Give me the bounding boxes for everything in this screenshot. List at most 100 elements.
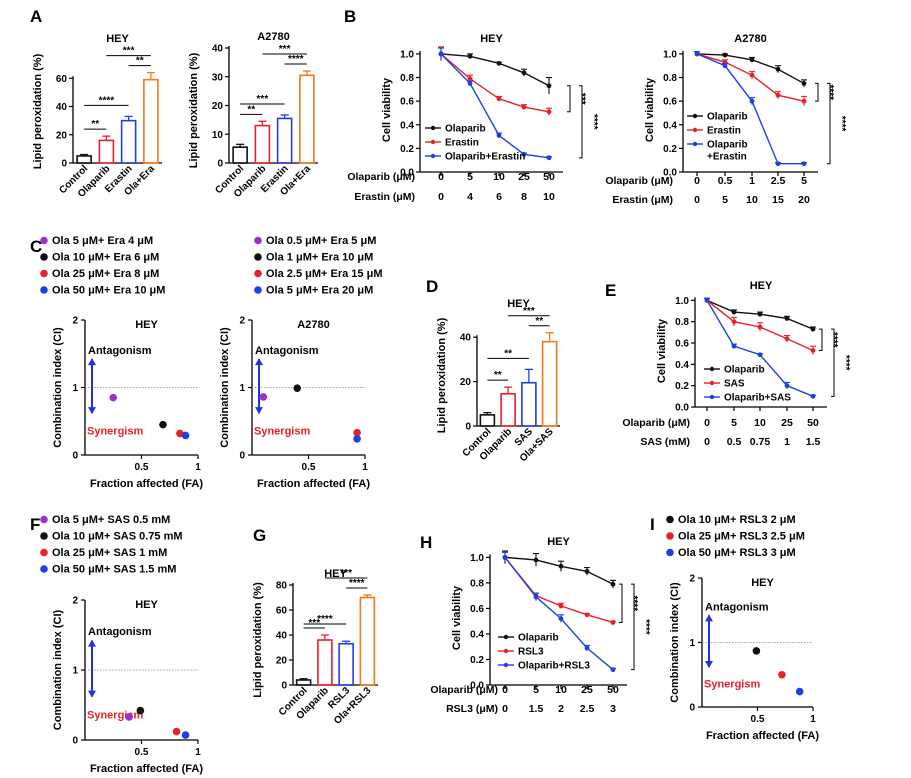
line-chart-b1: 0.0 0.2 0.4 0.6 0.8 1.0 HEY Cell viability Olapa… [347, 33, 599, 203]
y-tick-label: 0.4 [675, 360, 689, 371]
dose-row-label: Erastin (μM) [612, 194, 673, 206]
ci-point [353, 435, 361, 443]
y-axis-label: Combination index (CI) [52, 609, 64, 730]
y-tick-label: 40 [212, 44, 224, 55]
panel-label-h: H [420, 533, 432, 552]
legend-label: Ola 5 μM+ Era 4 μM [52, 235, 153, 247]
y-tick-label: 0 [61, 159, 67, 170]
line-chart-b2: 0.0 0.2 0.4 0.6 0.8 1.0 A2780 Cell viability Ola… [605, 33, 847, 206]
y-tick-label: 20 [460, 377, 472, 388]
legend-marker [40, 515, 48, 524]
arrow-head-down-icon [255, 407, 263, 415]
data-point [584, 645, 590, 651]
antagonism-label: Antagonism [255, 345, 319, 357]
legend-label: Ola 25 μM+ Era 8 μM [52, 268, 159, 280]
y-tick-label: 1 [72, 666, 78, 677]
panel-label-b: B [344, 7, 356, 26]
dose-value: 15 [772, 194, 784, 206]
chart-title: HEY [547, 536, 570, 548]
data-point [784, 383, 790, 389]
dose-value: 10 [754, 417, 766, 429]
ci-point [109, 393, 118, 402]
data-point [801, 161, 807, 167]
legend-label: Ola 0.5 μM+ Era 5 μM [266, 235, 376, 247]
dose-value: 10 [493, 171, 505, 183]
data-point [801, 81, 807, 86]
dose-value: 0 [502, 684, 508, 696]
y-tick-label: 0.6 [675, 339, 689, 350]
dose-value: 3 [610, 703, 616, 715]
x-tick-label: 1 [810, 714, 816, 725]
data-point [558, 616, 564, 622]
antagonism-label: Antagonism [705, 601, 769, 613]
y-tick-label: 20 [56, 130, 68, 141]
chart-title: HEY [324, 568, 347, 580]
data-point [533, 594, 539, 600]
data-point [784, 316, 790, 321]
legend-marker [709, 366, 715, 372]
legend-label: Olaparib [707, 112, 748, 123]
y-tick-label: 0.0 [400, 168, 414, 179]
legend-label-line: Olaparib [707, 140, 748, 151]
bar [359, 596, 376, 686]
data-point [731, 319, 737, 325]
dose-row-label: Olaparib (μM) [622, 417, 690, 429]
y-tick-label: 40 [460, 333, 472, 344]
dose-value: 10 [746, 194, 758, 206]
data-point [546, 109, 552, 115]
ci-point [181, 731, 190, 739]
arrow-head-down-icon [705, 661, 713, 669]
ci-point [752, 647, 761, 655]
data-point [496, 132, 502, 138]
legend-label-line: +Erastin [707, 152, 747, 163]
y-tick-label: 10 [212, 130, 224, 141]
y-tick-label: 0.6 [470, 604, 484, 615]
y-axis-label: Combination index (CI) [669, 582, 681, 703]
chart-title: HEY [751, 577, 774, 589]
legend-label-line: Erastin [707, 126, 741, 137]
data-point [584, 569, 590, 574]
data-point [810, 326, 816, 332]
dose-row-label: Olaparib (μM) [430, 684, 498, 696]
legend-marker [40, 548, 48, 557]
data-point [502, 554, 508, 560]
legend-label: Olaparib+SAS [724, 393, 791, 404]
dose-value: 8 [521, 191, 527, 203]
y-axis-label: Cell viability [644, 77, 656, 142]
legend-marker [503, 634, 509, 640]
y-tick-label: 0.4 [663, 120, 677, 131]
bar [232, 146, 248, 164]
legend-marker [254, 253, 262, 261]
x-axis-label: Fraction affected (FA) [90, 763, 203, 775]
legend-label: Ola 1 μM+ Era 10 μM [266, 252, 373, 264]
dose-value: 0 [438, 191, 444, 203]
legend-label: Olaparib+RSL3 [518, 661, 590, 672]
legend-marker [692, 127, 698, 133]
legend-label-line: Olaparib+SAS [724, 393, 791, 404]
data-point [584, 612, 590, 618]
panel-label-a: A [30, 7, 42, 26]
ci-point [172, 727, 181, 736]
dose-value: 5 [731, 417, 737, 429]
legend-marker [503, 648, 509, 654]
legend-marker [40, 253, 48, 261]
significance-label: ** [504, 348, 512, 359]
data-point [731, 343, 737, 349]
dose-value: 0 [704, 417, 710, 429]
significance-label: *** [523, 306, 535, 317]
dose-value: 0.5 [718, 175, 733, 187]
x-tick-label: 0.5 [302, 462, 316, 473]
legend-marker [430, 125, 436, 131]
legend-label-line: Erastin [445, 138, 479, 149]
bar [479, 414, 496, 427]
bar [120, 119, 137, 164]
dose-value: 1.5 [806, 436, 821, 448]
y-tick-label: 0.6 [400, 97, 414, 108]
dose-value: 5 [801, 175, 807, 187]
significance-bracket [619, 583, 623, 623]
dose-value: 2.5 [580, 703, 595, 715]
dose-row-label: Erastin (μM) [354, 191, 415, 203]
y-axis-label: Lipid peroxidation (%) [32, 53, 44, 169]
